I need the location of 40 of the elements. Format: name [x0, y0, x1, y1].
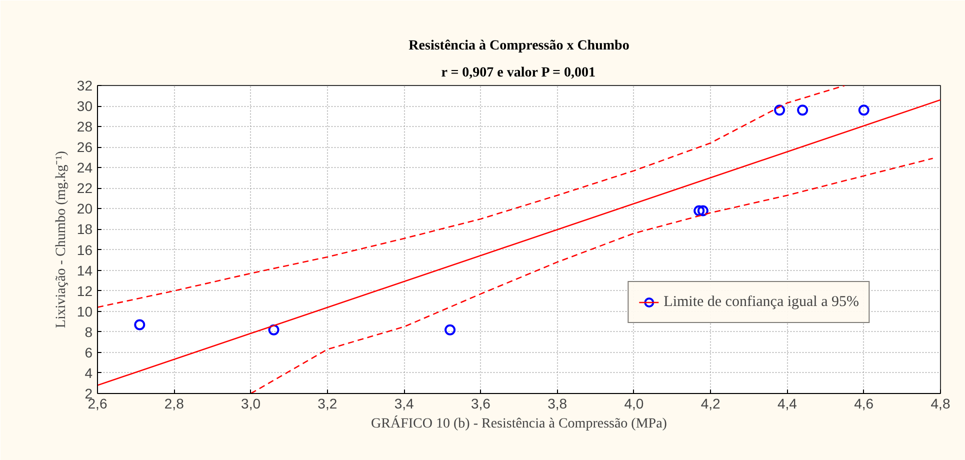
- x-tick-label: 4,0: [624, 396, 644, 412]
- legend-label: Limite de confiança igual a 95%: [664, 294, 859, 310]
- x-tick-label: 3,2: [318, 396, 338, 412]
- point: [694, 205, 705, 216]
- point: [134, 319, 146, 330]
- point: [268, 324, 280, 336]
- x-tick-label: 3,4: [394, 396, 414, 412]
- point: [797, 104, 808, 116]
- y-tick-label: 14: [76, 262, 93, 278]
- y-tick-label: 8: [84, 324, 93, 340]
- point: [774, 104, 786, 116]
- x-tick-label: 4,6: [854, 396, 874, 412]
- point: [858, 104, 870, 116]
- x-tick-label: 2,8: [164, 396, 184, 412]
- y-tick-label: 22: [76, 180, 93, 196]
- y-tick-label: 18: [76, 221, 93, 238]
- x-tick-label: 3,6: [470, 396, 491, 412]
- line-series: [250, 158, 934, 394]
- y-tick-label: 6: [84, 344, 93, 360]
- x-axis-title: GRÁFICO 10 (b) - Resistência à Compressão (MPa): [371, 414, 668, 432]
- y-tick-label: 10: [76, 303, 93, 320]
- point: [444, 324, 456, 336]
- y-tick-label: 24: [76, 160, 93, 176]
- y-tick-label: 26: [76, 139, 93, 156]
- x-tick-label: 3,0: [241, 396, 261, 412]
- x-tick-label: 4,2: [700, 396, 721, 412]
- y-tick-label: 4: [84, 364, 93, 381]
- y-tick-label: 16: [76, 242, 93, 258]
- y-tick-label: 30: [76, 98, 93, 114]
- y-tick-label: 12: [76, 282, 93, 299]
- x-tick-label: 4,8: [930, 396, 950, 412]
- x-tick-label: 4,4: [777, 396, 798, 412]
- y-tick-label: 32: [76, 78, 93, 94]
- chart-subtitle: r = 0,907 e valor P = 0,001: [441, 66, 596, 80]
- x-tick-label: 3,8: [548, 396, 568, 412]
- y-tick-label: 28: [76, 118, 93, 135]
- y-axis-title: Lixiviação - Chumbo (mg.kg⁻¹): [54, 150, 69, 328]
- point: [697, 205, 708, 216]
- chart-title: Resistência à Compressão x Chumbo: [408, 38, 630, 54]
- y-tick-label: 20: [76, 200, 93, 217]
